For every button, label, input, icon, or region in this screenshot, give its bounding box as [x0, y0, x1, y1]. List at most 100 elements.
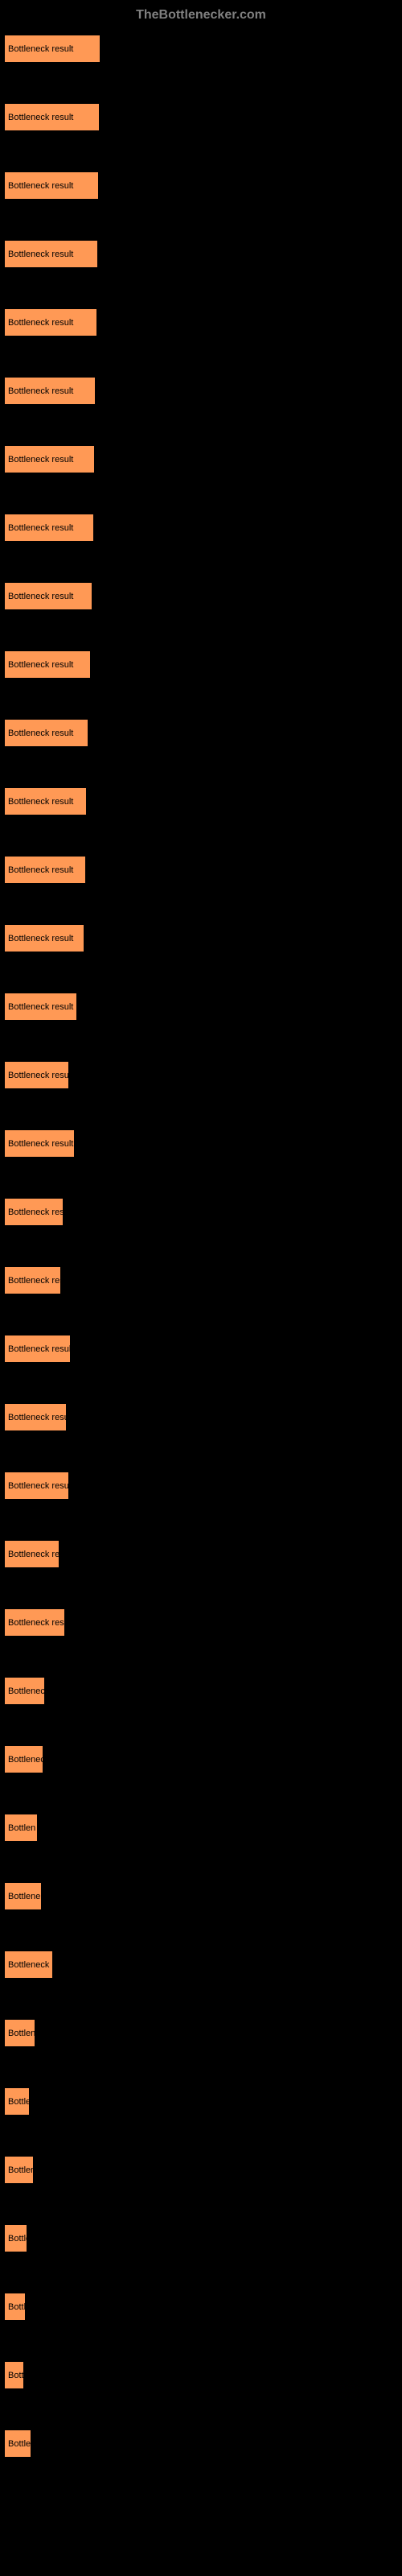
bar-row: Bottleneck result	[4, 1608, 398, 1649]
bar-row: Bottleneck result	[4, 787, 398, 828]
bar-label: Bottlene	[8, 1892, 40, 1901]
bar-row: Bott	[4, 2361, 398, 2401]
bottleneck-bar: Bottlen	[4, 2019, 35, 2047]
bottleneck-bar: Bottler	[4, 2429, 31, 2458]
bar-row: Bottleneck result	[4, 1472, 398, 1512]
bar-label: Bottleneck result	[8, 660, 73, 670]
bar-label: Bottleneck result	[8, 1413, 73, 1422]
bottleneck-bar: Bottleneck result	[4, 582, 92, 610]
bar-label: Bottlen	[8, 1823, 35, 1833]
bar-label: Bottleneck result	[8, 250, 73, 259]
bar-label: Bottleneck re	[8, 1960, 59, 1970]
bar-label: Bottler	[8, 2439, 34, 2449]
bar-label: Bottlen	[8, 2029, 35, 2038]
bar-row: Bottleneck result	[4, 1061, 398, 1101]
bottleneck-bar: Bottleneck result	[4, 787, 87, 815]
bar-label: Bottle	[8, 2234, 31, 2244]
bar-label: Bottleneck result	[8, 386, 73, 396]
bottleneck-bar: Bottleneck result	[4, 445, 95, 473]
bottleneck-bar: Bottle	[4, 2087, 30, 2116]
bar-label: Bottleneck result	[8, 1618, 73, 1628]
bar-row: Bottleneck result	[4, 719, 398, 759]
bar-label: Bottleneck result	[8, 1208, 73, 1217]
bar-row: Bottleneck resu	[4, 1266, 398, 1307]
bar-row: Bottleneck re	[4, 1951, 398, 1991]
bar-label: Bottleneck result	[8, 523, 73, 533]
bar-label: Bottleneck result	[8, 934, 73, 943]
bottleneck-bar: Bottleneck result	[4, 1608, 65, 1637]
bar-row: Bottleneck result	[4, 445, 398, 485]
bar-label: Bottleneck result	[8, 1344, 73, 1354]
bar-label: Bott	[8, 2371, 24, 2380]
bar-label: Bottleneck result	[8, 455, 73, 464]
bar-row: Bottleneck result	[4, 171, 398, 212]
bar-row: Bottleneck result	[4, 377, 398, 417]
bar-row: Bottleneck result	[4, 103, 398, 143]
bottleneck-bar: Bottler	[4, 2156, 34, 2184]
bar-label: Bottleneck result	[8, 1481, 73, 1491]
bottleneck-bar: Bottlenecl	[4, 1745, 43, 1773]
bar-label: Bottleneck result	[8, 44, 73, 54]
bar-label: Bottleneck result	[8, 1002, 73, 1012]
bar-label: Bottle	[8, 2097, 31, 2107]
bottleneck-bar: Bottleneck re	[4, 1951, 53, 1979]
bar-row: Bottleneck result	[4, 856, 398, 896]
header: TheBottlenecker.com	[0, 8, 402, 23]
bar-row: Bottleneck result	[4, 1403, 398, 1443]
bar-label: Bottleneck result	[8, 592, 73, 601]
bar-row: Bottleneck	[4, 1677, 398, 1717]
bar-label: Bottleneck resu	[8, 1550, 69, 1559]
bottleneck-bar: Bottleneck result	[4, 514, 94, 542]
bar-row: Bottlen	[4, 2019, 398, 2059]
bar-row: Bottlene	[4, 1882, 398, 1922]
bar-row: Bottleneck result	[4, 1198, 398, 1238]
bar-row: Bottleneck result	[4, 35, 398, 75]
bar-label: Bottleneck result	[8, 181, 73, 191]
bottleneck-bar: Bottleneck result	[4, 924, 84, 952]
bottleneck-bar: Bottleneck result	[4, 377, 96, 405]
bar-label: Bottleneck result	[8, 797, 73, 807]
bottleneck-bar: Bottleneck result	[4, 1129, 75, 1158]
bottleneck-bar: Bottleneck	[4, 1677, 45, 1705]
bottleneck-bar: Bottleneck result	[4, 650, 91, 679]
bar-label: Bottleneck result	[8, 1139, 73, 1149]
bottleneck-bar: Bott	[4, 2361, 24, 2389]
bottleneck-bar: Bottleneck result	[4, 171, 99, 200]
bottleneck-bar: Bottl	[4, 2293, 26, 2321]
bottleneck-bar: Bottleneck resu	[4, 1540, 59, 1568]
bar-label: Bottleneck result	[8, 865, 73, 875]
bottleneck-bar: Bottleneck result	[4, 1335, 71, 1363]
bar-label: Bottleneck resu	[8, 1276, 69, 1286]
bottleneck-bar: Bottleneck result	[4, 856, 86, 884]
bar-label: Bottleneck result	[8, 1071, 73, 1080]
bottleneck-bar: Bottleneck result	[4, 993, 77, 1021]
bar-label: Bottleneck result	[8, 729, 73, 738]
bar-row: Bottl	[4, 2293, 398, 2333]
bar-row: Bottleneck result	[4, 1335, 398, 1375]
bottleneck-bar: Bottleneck result	[4, 719, 88, 747]
bottleneck-bar: Bottleneck result	[4, 1061, 69, 1089]
bottleneck-chart: Bottleneck resultBottleneck resultBottle…	[0, 35, 402, 2470]
bar-row: Bottleneck result	[4, 308, 398, 349]
bar-row: Bottleneck result	[4, 582, 398, 622]
bar-row: Bottleneck resu	[4, 1540, 398, 1580]
bar-row: Bottler	[4, 2156, 398, 2196]
bar-row: Bottleneck result	[4, 924, 398, 964]
bar-row: Bottle	[4, 2087, 398, 2128]
bottleneck-bar: Bottleneck result	[4, 1472, 69, 1500]
bottleneck-bar: Bottleneck result	[4, 308, 97, 336]
bottleneck-bar: Bottlen	[4, 1814, 38, 1842]
bottleneck-bar: Bottlene	[4, 1882, 42, 1910]
bar-label: Bottlenecl	[8, 1755, 47, 1765]
site-title: TheBottlenecker.com	[136, 8, 266, 22]
bar-row: Bottle	[4, 2224, 398, 2264]
bar-label: Bottleneck result	[8, 113, 73, 122]
bottleneck-bar: Bottleneck resu	[4, 1266, 61, 1294]
bottleneck-bar: Bottleneck result	[4, 35, 100, 63]
bar-label: Bottleneck	[8, 1686, 49, 1696]
bar-label: Bottleneck result	[8, 318, 73, 328]
bar-row: Bottlen	[4, 1814, 398, 1854]
bar-row: Bottleneck result	[4, 1129, 398, 1170]
bar-row: Bottleneck result	[4, 514, 398, 554]
bar-label: Bottler	[8, 2165, 34, 2175]
